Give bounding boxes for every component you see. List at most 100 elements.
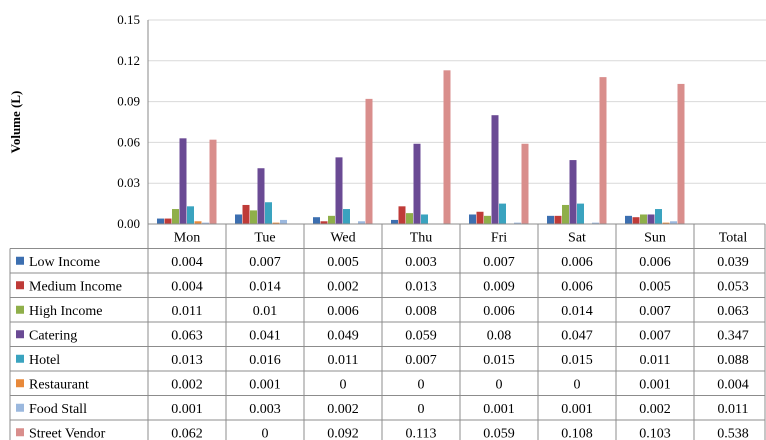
data-label: 0.003 [249,402,281,417]
data-label: 0.092 [327,426,359,440]
data-label: 0.007 [639,328,671,343]
legend-label: Low Income [29,255,100,270]
data-label: 0.103 [639,426,671,440]
y-tick-label: 0.15 [117,12,140,27]
bar [335,157,343,224]
data-label: 0.009 [483,279,515,294]
data-label: 0.005 [639,279,671,294]
bar [569,160,577,224]
legend-label: High Income [29,304,102,319]
bar [443,70,451,224]
bar [265,202,272,224]
bar [592,222,599,224]
bar [655,209,662,224]
x-tick-label: Tue [254,230,275,245]
data-label: 0 [574,377,581,392]
legend-label: Street Vendor [29,426,106,440]
data-label: 0.004 [171,255,203,270]
bar [320,221,328,224]
data-label: 0.011 [718,402,749,417]
legend-label: Hotel [29,353,60,368]
y-tick-label: 0.09 [117,94,140,109]
bar [179,138,187,224]
data-label: 0.008 [405,304,437,319]
bar [250,210,257,224]
data-label: 0.006 [561,255,593,270]
bar [358,221,365,224]
bar [484,215,491,224]
data-label: 0.053 [717,279,749,294]
data-label: 0.039 [717,255,749,270]
data-label: 0.014 [249,279,281,294]
data-label: 0.001 [561,402,593,417]
legend-swatch [16,305,24,314]
data-label: 0.002 [639,402,671,417]
bar [662,222,670,224]
x-tick-label: Fri [491,230,507,245]
data-label: 0.007 [639,304,671,319]
data-label: 0 [496,377,503,392]
y-axis-label: Volume (L) [8,91,23,154]
legend-label: Restaurant [29,377,89,392]
bar [406,213,413,224]
x-tick-label: Wed [330,230,355,245]
bar [202,222,209,224]
data-label: 0.088 [717,353,749,368]
data-label: 0.013 [405,279,437,294]
data-label: 0.001 [639,377,671,392]
bar [577,203,584,224]
bar [280,219,287,224]
legend-label: Food Stall [29,402,87,417]
bar [677,83,685,224]
data-label: 0.004 [717,377,749,392]
data-label: 0.049 [327,328,359,343]
y-tick-label: 0.06 [117,134,140,149]
data-label: 0.001 [483,402,515,417]
data-label: 0.006 [639,255,671,270]
bar [469,214,476,224]
bar [272,222,280,224]
data-label: 0 [340,377,347,392]
x-tick-label: Sun [644,230,666,245]
x-tick-label: Mon [174,230,200,245]
data-label: 0 [262,426,269,440]
data-label: 0.006 [561,279,593,294]
legend-label: Catering [29,328,77,343]
bar [514,222,521,224]
legend-swatch [16,403,24,412]
data-label: 0.059 [405,328,437,343]
data-label: 0 [418,377,425,392]
data-label: 0.011 [328,353,359,368]
data-label: 0.015 [561,353,593,368]
bar [157,218,164,224]
bar [398,206,406,224]
data-label: 0.007 [483,255,515,270]
data-label: 0.002 [327,402,359,417]
data-label: 0.002 [171,377,203,392]
data-label: 0.108 [561,426,593,440]
bar [413,143,421,224]
data-label: 0.003 [405,255,437,270]
bar [421,214,428,224]
data-label: 0.08 [487,328,512,343]
bar [562,204,569,224]
legend-swatch [16,428,24,437]
data-label: 0.002 [327,279,359,294]
bar [547,215,554,224]
data-label: 0.015 [483,353,515,368]
bar [670,221,677,224]
data-label: 0 [418,402,425,417]
data-label: 0.007 [249,255,281,270]
bar [640,214,647,224]
bar [476,211,484,224]
data-label: 0.007 [405,353,437,368]
x-tick-label: Sat [568,230,586,245]
y-tick-label: 0.03 [117,175,140,190]
bar [172,209,179,224]
x-tick-label: Thu [410,230,433,245]
data-label: 0.063 [717,304,749,319]
legend-swatch [16,281,24,290]
y-tick-label: 0.12 [117,53,140,68]
bar [625,215,632,224]
